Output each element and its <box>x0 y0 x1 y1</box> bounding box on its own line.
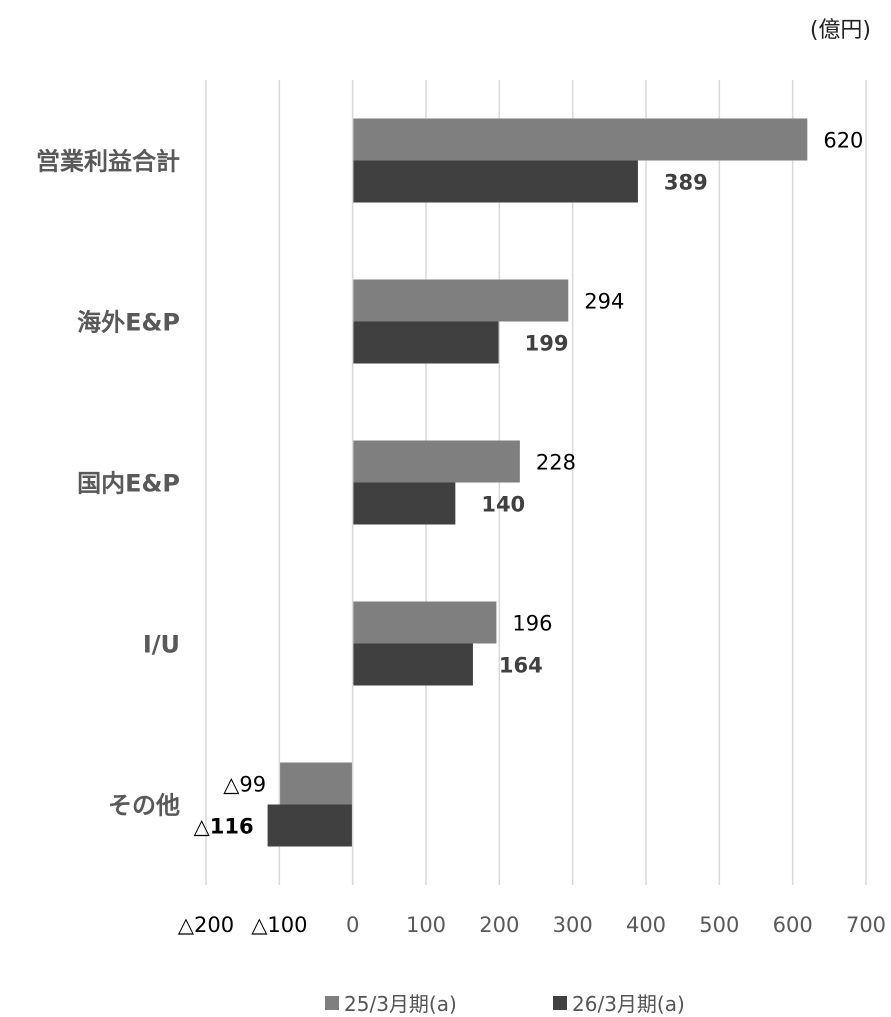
bar-prev <box>352 118 808 161</box>
legend-label-curr: 26/3月期(a) <box>572 992 685 1016</box>
legend-label-prev: 25/3月期(a) <box>344 992 457 1016</box>
bar-prev <box>280 762 353 805</box>
x-tick-label: 100 <box>406 913 446 937</box>
legend-item-curr: 26/3月期(a) <box>553 988 685 1017</box>
x-tick-label: 700 <box>846 913 886 937</box>
x-tick-label: 300 <box>553 913 593 937</box>
data-label-prev: 620 <box>823 129 863 153</box>
category-label: 国内E&P <box>77 470 180 498</box>
bar-curr <box>352 482 456 525</box>
data-label-curr: 389 <box>664 171 708 195</box>
category-label: 営業利益合計 <box>36 148 180 176</box>
data-label-prev: 228 <box>536 451 576 475</box>
bar-prev <box>352 440 520 483</box>
x-tick-label: 200 <box>479 913 519 937</box>
data-label-curr: 199 <box>525 332 569 356</box>
x-tick-label: 500 <box>699 913 739 937</box>
bar-curr <box>352 160 638 203</box>
x-tick-label: 600 <box>773 913 813 937</box>
x-tick-label: 0 <box>346 913 359 937</box>
data-label-curr: △116 <box>194 815 254 839</box>
legend: 25/3月期(a) 26/3月期(a) <box>0 988 891 1017</box>
data-label-prev: 196 <box>512 612 552 636</box>
bar-curr <box>352 321 499 364</box>
x-tick-label: △100 <box>251 913 307 937</box>
legend-item-prev: 25/3月期(a) <box>325 988 457 1017</box>
data-label-prev: △99 <box>223 773 266 797</box>
x-tick-label: △200 <box>178 913 234 937</box>
data-label-prev: 294 <box>584 290 624 314</box>
bar-chart: △200 △100 0 100 200 300 400 500 600 700 営業利益合計 620 3… <box>36 80 886 937</box>
x-tick-label: 400 <box>626 913 666 937</box>
category-label: I/U <box>143 631 180 659</box>
data-label-curr: 164 <box>499 654 543 678</box>
unit-label: (億円) <box>809 18 871 43</box>
data-label-curr: 140 <box>481 493 525 517</box>
category-label: 海外E&P <box>77 309 180 337</box>
category-label: その他 <box>108 792 180 820</box>
legend-swatch-prev <box>325 995 339 1010</box>
bar-prev <box>352 279 569 322</box>
legend-swatch-curr <box>553 995 567 1010</box>
bar-curr <box>352 643 473 686</box>
bar-prev <box>352 601 497 644</box>
bar-curr <box>267 804 353 847</box>
